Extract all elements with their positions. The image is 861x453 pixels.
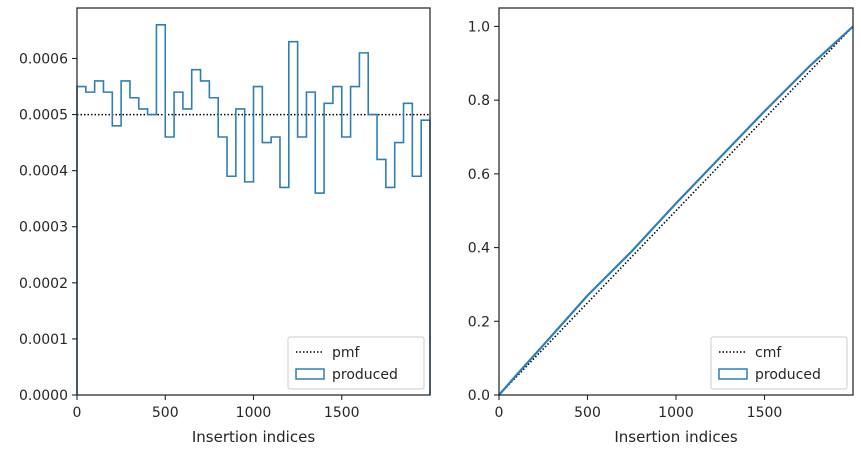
legend-produced-patch xyxy=(295,368,325,380)
left-x-tick-label: 500 xyxy=(152,405,179,421)
legend-cmf-label: cmf xyxy=(755,345,782,361)
legend-produced-label: produced xyxy=(332,367,398,383)
cmf-reference-line xyxy=(498,25,854,396)
produced-step-histogram xyxy=(76,24,431,395)
right-x-tick-label: 1500 xyxy=(747,405,783,421)
right-legend: cmf produced xyxy=(710,336,848,390)
right-ticks: 0 500 1000 1500 0.0 0.2 0.4 0.6 0.8 1.0 xyxy=(468,19,783,421)
legend-pmf-label: pmf xyxy=(332,345,361,361)
left-x-axis-label: Insertion indices xyxy=(192,428,315,446)
left-y-tick-label: 0.0005 xyxy=(19,108,68,124)
left-y-tick-label: 0.0006 xyxy=(19,51,68,67)
left-legend: pmf produced xyxy=(287,336,425,390)
left-histogram-panel: 0 500 1000 1500 0.0000 0.0001 0.0002 0.0003 0.00… xyxy=(19,7,431,446)
produced-cumulative-line xyxy=(498,25,854,396)
left-y-tick-label: 0.0000 xyxy=(19,388,68,404)
right-y-tick-label: 0.8 xyxy=(468,93,490,109)
right-x-tick-label: 1000 xyxy=(658,405,694,421)
left-legend-box xyxy=(287,336,425,390)
right-legend-box xyxy=(710,336,848,390)
left-ticks: 0 500 1000 1500 0.0000 0.0001 0.0002 0.0003 0.00… xyxy=(19,51,360,421)
right-x-axis-label: Insertion indices xyxy=(614,428,737,446)
right-plot-content xyxy=(498,25,854,396)
left-y-tick-label: 0.0002 xyxy=(19,276,68,292)
left-plot-content xyxy=(76,24,431,395)
right-x-tick-label: 500 xyxy=(574,405,601,421)
right-y-tick-label: 0.4 xyxy=(468,241,490,257)
right-y-tick-label: 1.0 xyxy=(468,19,490,35)
left-x-tick-label: 1000 xyxy=(236,405,272,421)
legend-produced-patch xyxy=(718,368,748,380)
legend-produced-label: produced xyxy=(755,367,821,383)
left-y-tick-label: 0.0004 xyxy=(19,164,68,180)
left-x-tick-label: 0 xyxy=(73,405,82,421)
right-cumulative-panel: 0 500 1000 1500 0.0 0.2 0.4 0.6 0.8 1.0 Insertion… xyxy=(468,7,854,446)
left-y-tick-label: 0.0003 xyxy=(19,220,68,236)
right-y-tick-label: 0.2 xyxy=(468,314,490,330)
right-y-tick-label: 0.0 xyxy=(468,388,490,404)
right-y-tick-label: 0.6 xyxy=(468,167,490,183)
right-x-tick-label: 0 xyxy=(495,405,504,421)
left-y-tick-label: 0.0001 xyxy=(19,332,68,348)
left-x-tick-label: 1500 xyxy=(324,405,360,421)
